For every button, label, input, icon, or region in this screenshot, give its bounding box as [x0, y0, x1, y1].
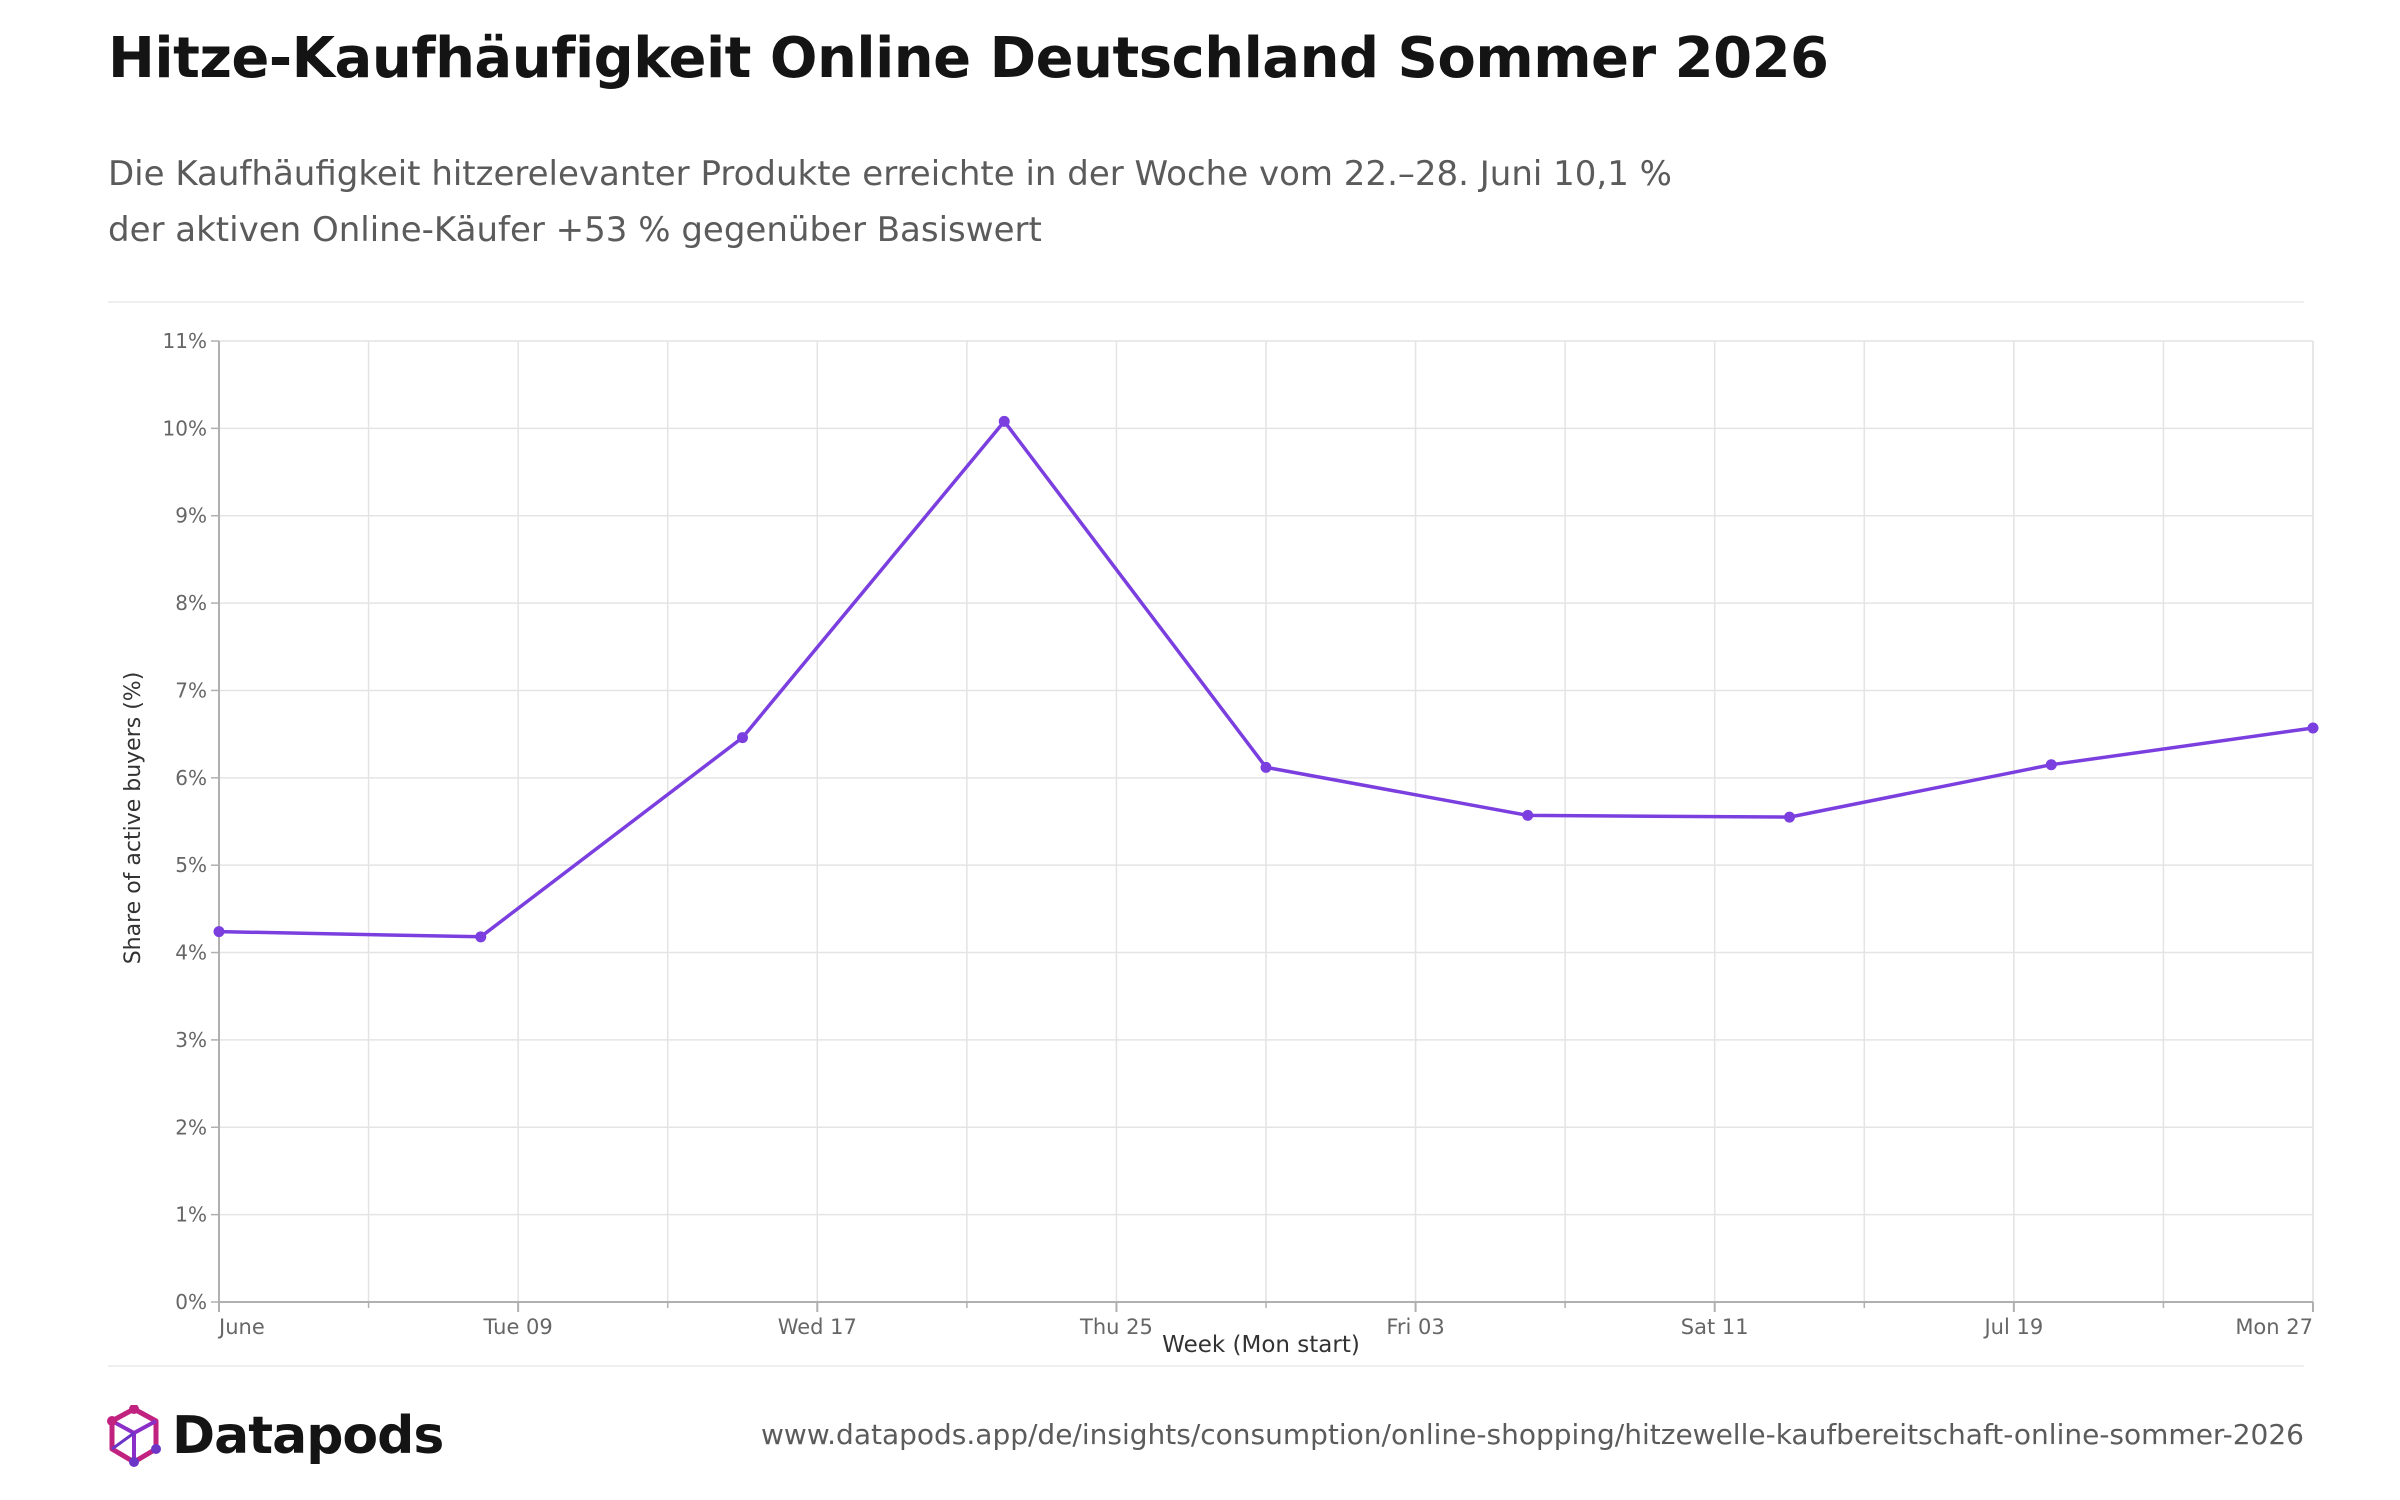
y-tick-label: 11% — [163, 329, 207, 353]
y-tick-label: 4% — [175, 941, 207, 965]
y-axis-label: Share of active buyers (%) — [121, 672, 146, 965]
x-tick-label: Tue 09 — [483, 1315, 553, 1339]
data-point — [1260, 761, 1272, 773]
y-tick-label: 3% — [175, 1028, 207, 1052]
x-tick-label: Sat 11 — [1681, 1315, 1749, 1339]
y-tick-label: 5% — [175, 853, 207, 877]
line-chart: 0% 1% 2% 3% 4% 5% 6% 7% 8% 9% 10% 11% June Tue 09 Wed … — [121, 329, 2319, 1358]
datapods-logo-icon — [107, 1405, 161, 1467]
y-tick-label: 10% — [163, 416, 207, 440]
grid-layer — [218, 340, 2314, 1303]
x-axis-label: Week (Mon start) — [1162, 1332, 1360, 1358]
y-tick-label: 7% — [175, 678, 207, 702]
x-tick-label: Mon 27 — [2235, 1315, 2313, 1339]
data-point — [2307, 722, 2319, 734]
subtitle-line-2: der aktiven Online-Käufer +53 % gegenübe… — [108, 210, 1042, 250]
x-tick-label: Fri 03 — [1386, 1315, 1444, 1339]
data-point — [737, 732, 748, 744]
axis-layer — [211, 340, 2314, 1312]
x-tick-label: June — [217, 1315, 265, 1339]
y-tick-label: 0% — [175, 1290, 207, 1314]
data-point — [213, 926, 225, 938]
page-title: Hitze-Kaufhäufigkeit Online Deutschland … — [108, 26, 1829, 91]
y-tick-label: 1% — [175, 1203, 207, 1227]
y-tick-label: 8% — [175, 591, 207, 615]
source-url: www.datapods.app/de/insights/consumption… — [761, 1418, 2304, 1451]
top-divider — [108, 301, 2304, 303]
data-point — [475, 931, 487, 943]
y-tick-label: 6% — [175, 766, 207, 790]
page-subtitle: Die Kaufhäufigkeit hitzerelevanter Produ… — [108, 146, 1708, 258]
x-tick-label: Wed 17 — [778, 1315, 857, 1339]
data-point — [2045, 759, 2057, 771]
tick-labels: 0% 1% 2% 3% 4% 5% 6% 7% 8% 9% 10% 11% June Tue 09 Wed … — [163, 329, 2313, 1339]
y-tick-label: 9% — [175, 504, 207, 528]
series-layer — [213, 415, 2319, 943]
x-tick-label: Thu 25 — [1079, 1315, 1153, 1339]
data-point — [998, 415, 1010, 427]
bottom-divider — [108, 1365, 2304, 1367]
brand-logo: Datapods — [106, 1400, 444, 1472]
y-tick-label: 2% — [175, 1115, 207, 1139]
brand-name: Datapods — [172, 1406, 444, 1466]
data-point — [1784, 811, 1795, 823]
x-tick-label: Jul 19 — [1982, 1315, 2043, 1339]
subtitle-line-1: Die Kaufhäufigkeit hitzerelevanter Produ… — [108, 154, 1672, 194]
data-point — [1522, 809, 1534, 821]
